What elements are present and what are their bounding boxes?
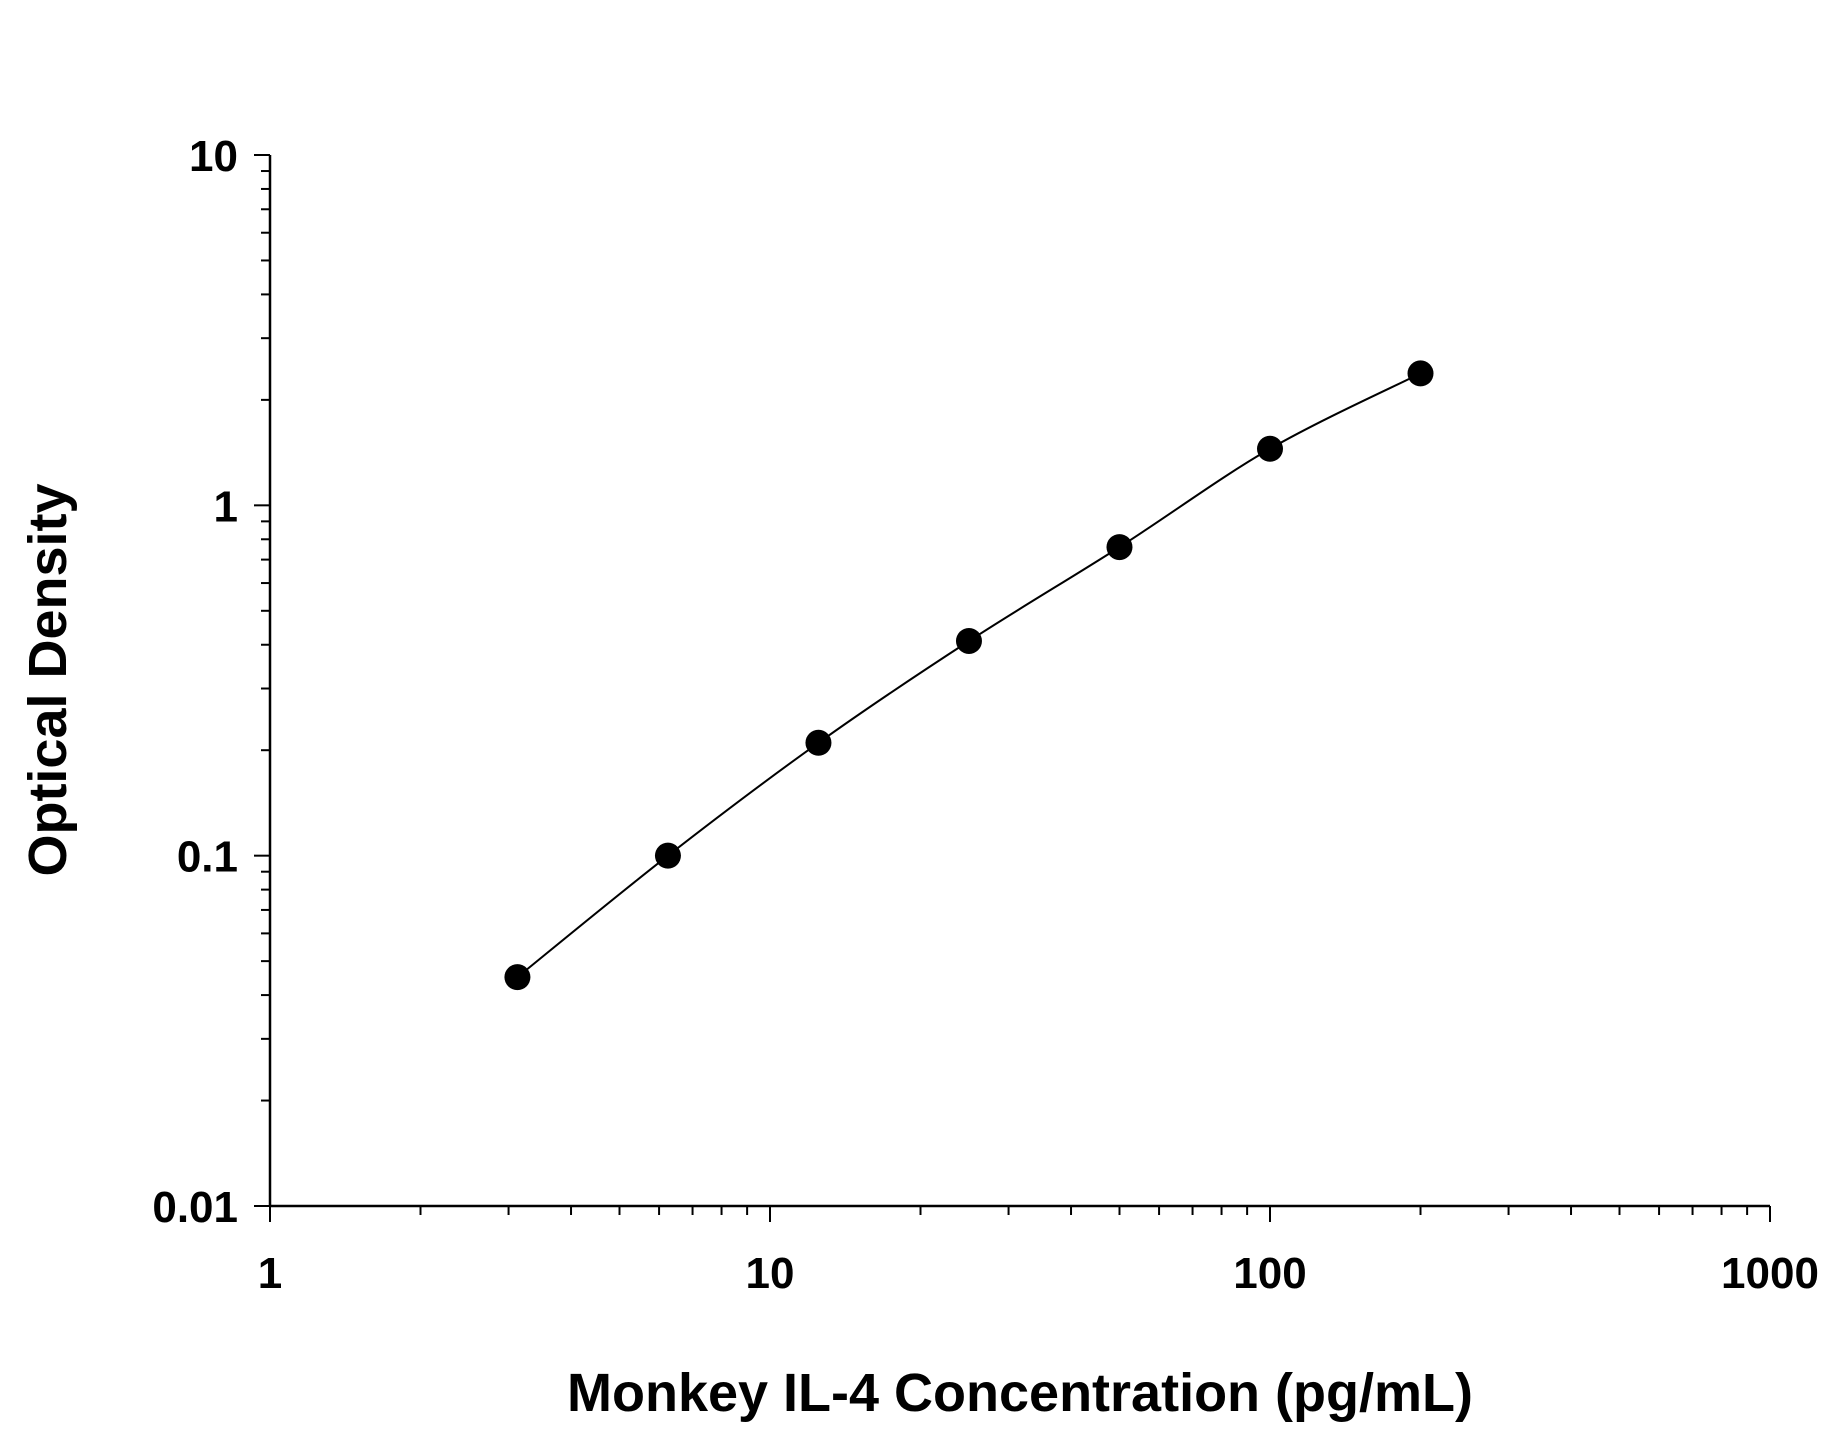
data-points bbox=[504, 360, 1433, 990]
data-point bbox=[655, 843, 681, 869]
y-tick-label: 1 bbox=[214, 482, 238, 531]
data-point bbox=[1257, 436, 1283, 462]
y-tick-label: 10 bbox=[189, 132, 238, 181]
x-tick-label: 100 bbox=[1233, 1249, 1306, 1298]
data-point bbox=[504, 964, 530, 990]
axes bbox=[270, 155, 1770, 1206]
x-tick-label: 1 bbox=[258, 1249, 282, 1298]
y-tick-label: 0.1 bbox=[177, 833, 238, 882]
y-tick-label: 0.01 bbox=[152, 1183, 238, 1232]
fit-curve bbox=[517, 373, 1420, 977]
x-tick-label: 10 bbox=[746, 1249, 795, 1298]
data-point bbox=[805, 730, 831, 756]
tick-labels: 1 10 100 1000 0.01 0.1 1 10 bbox=[152, 132, 1819, 1298]
data-point bbox=[956, 628, 982, 654]
data-point bbox=[1106, 534, 1132, 560]
ticks bbox=[254, 155, 1770, 1222]
data-point bbox=[1408, 360, 1434, 386]
y-axis-title: Optical Density bbox=[18, 483, 78, 876]
x-axis-title: Monkey IL-4 Concentration (pg/mL) bbox=[567, 1363, 1473, 1423]
x-tick-label: 1000 bbox=[1721, 1249, 1819, 1298]
